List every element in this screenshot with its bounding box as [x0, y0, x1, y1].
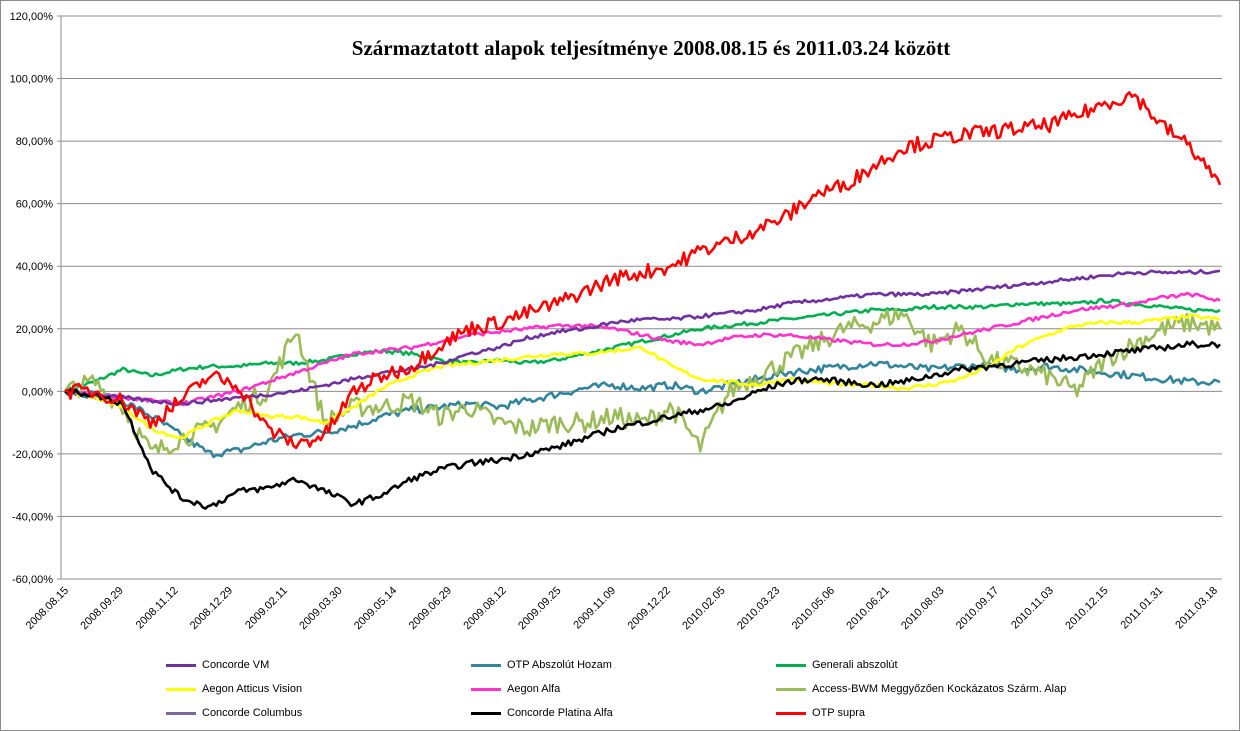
x-tick-layer: 2008.08.15 2008.09.29 2008.11.12 2008.12.29…: [24, 585, 1220, 632]
legend-swatch: [471, 687, 501, 691]
legend-item-5: Access-BWM Meggyőzően Kockázatos Szárm. …: [776, 680, 1066, 698]
x-tick-label: 2008.11.12: [134, 585, 181, 632]
legend-swatch: [776, 687, 806, 691]
y-tick-label: 100,00%: [10, 74, 54, 86]
x-tick-label: 2010.12.15: [1063, 585, 1110, 632]
y-tick-label: 120,00%: [10, 11, 54, 23]
legend-label: OTP supra: [812, 707, 865, 719]
x-tick-label: 2010.11.03: [1009, 585, 1056, 632]
legend-label: Generali abszolút: [812, 659, 898, 671]
x-tick-label: 2011.01.31: [1119, 585, 1166, 632]
legend-label: Aegon Atticus Vision: [202, 683, 303, 695]
legend-swatch: [166, 711, 196, 715]
series-line-0: [64, 268, 1221, 407]
y-tick-label: -20,00%: [12, 449, 53, 461]
x-tick-label: 2008.12.29: [188, 585, 235, 632]
legend-label: Aegon Alfa: [507, 683, 561, 695]
y-tick-label: 0,00%: [22, 386, 53, 398]
x-tick-label: 2009.11.09: [571, 585, 618, 632]
series-line-8: [64, 91, 1222, 450]
y-tick-label: 80,00%: [16, 136, 54, 148]
series-line-3: [64, 313, 1221, 440]
y-tick-label: 40,00%: [16, 261, 54, 273]
legend-item-4: Aegon Alfa: [471, 680, 560, 698]
series-line-1: [63, 360, 1221, 459]
legend-swatch: [471, 711, 501, 715]
y-tick-label: -60,00%: [12, 574, 53, 586]
x-tick-label: 2011.03.18: [1173, 585, 1220, 632]
x-tick-label: 2008.09.29: [78, 585, 125, 632]
series-line-2: [64, 297, 1221, 394]
legend-swatch: [776, 663, 806, 667]
x-tick-label: 2009.08.12: [461, 585, 508, 632]
legend-item-1: OTP Abszolút Hozam: [471, 656, 612, 674]
x-tick-label: 2009.12.22: [626, 585, 673, 632]
x-tick-label: 2009.02.11: [243, 585, 290, 632]
x-tick-label: 2010.06.21: [844, 585, 891, 632]
x-tick-label: 2008.08.15: [24, 585, 71, 632]
chart-legend: Concorde VM OTP Abszolút Hozam Generali ab…: [1, 653, 1239, 727]
series-line-7: [64, 340, 1221, 510]
x-tick-label: 2010.02.05: [680, 585, 727, 632]
legend-swatch: [166, 687, 196, 691]
x-tick-label: 2009.06.29: [407, 585, 454, 632]
grid-layer: [57, 15, 1222, 580]
legend-item-7: Concorde Platina Alfa: [471, 704, 613, 722]
series-layer: [63, 91, 1222, 510]
x-tick-label: 2009.03.30: [297, 585, 344, 632]
x-tick-label: 2010.03.23: [735, 585, 782, 632]
y-tick-label: 20,00%: [16, 324, 54, 336]
legend-item-6: Concorde Columbus: [166, 704, 302, 722]
legend-item-2: Generali abszolút: [776, 656, 898, 674]
legend-label: Concorde Columbus: [202, 707, 303, 719]
legend-item-3: Aegon Atticus Vision: [166, 680, 302, 698]
x-tick-label: 2009.09.25: [516, 585, 563, 632]
legend-label: Concorde VM: [202, 659, 270, 671]
legend-label: OTP Abszolút Hozam: [507, 659, 612, 671]
x-tick-label: 2010.05.06: [790, 585, 837, 632]
series-line-4: [64, 291, 1221, 407]
x-tick-label: 2009.05.14: [352, 585, 399, 632]
y-tick-label: -40,00%: [12, 511, 53, 523]
y-tick-label: 60,00%: [16, 199, 54, 211]
legend-item-8: OTP supra: [776, 704, 865, 722]
legend-swatch: [166, 663, 196, 667]
legend-swatch: [776, 711, 806, 715]
x-tick-label: 2010.09.17: [954, 585, 1001, 632]
y-tick-layer: -60,00% -40,00% -20,00% 0,00% 20,00% 40,00% 60…: [10, 11, 54, 586]
chart-title: Származtatott alapok teljesítménye 2008.…: [352, 36, 950, 60]
x-tick-label: 2010.08.03: [899, 585, 946, 632]
legend-swatch: [471, 663, 501, 667]
legend-label: Concorde Platina Alfa: [507, 707, 613, 719]
series-line-5: [63, 307, 1222, 455]
legend-item-0: Concorde VM: [166, 656, 269, 674]
legend-label: Access-BWM Meggyőzően Kockázatos Szárm. …: [812, 683, 1067, 695]
